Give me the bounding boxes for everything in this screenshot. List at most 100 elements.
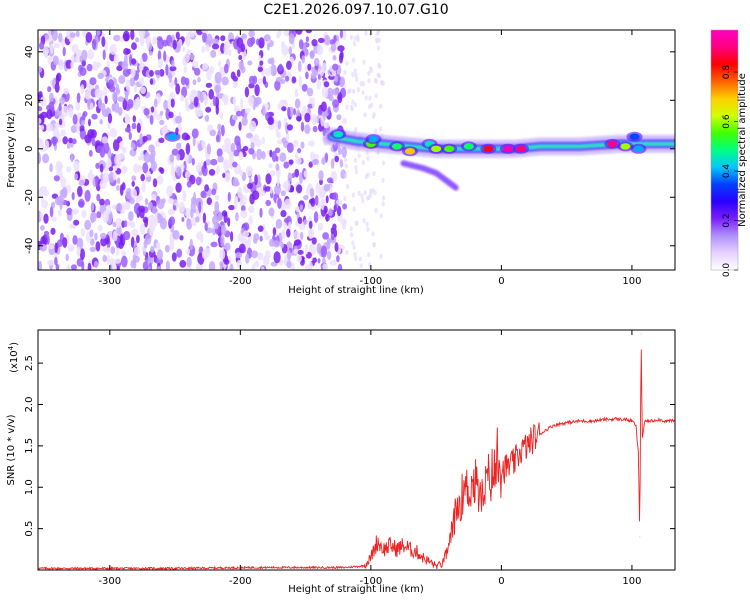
noise-point (163, 99, 169, 111)
noise-point (357, 190, 361, 196)
noise-point (287, 249, 292, 261)
noise-point (150, 150, 156, 158)
noise-point (286, 260, 292, 269)
noise-point (268, 124, 276, 130)
noise-point (57, 195, 65, 205)
noise-point (137, 155, 143, 161)
noise-point (254, 174, 258, 186)
noise-point (78, 198, 85, 208)
noise-point (49, 206, 54, 218)
signal-blobs (164, 129, 647, 157)
noise-point (307, 63, 312, 71)
noise-point (285, 132, 290, 142)
noise-point (379, 213, 383, 219)
noise-point (159, 167, 165, 174)
noise-point (275, 218, 283, 229)
noise-point (343, 195, 347, 202)
snr-point (641, 437, 644, 439)
snr-point (500, 470, 502, 472)
signal-blob (516, 145, 526, 152)
noise-point (116, 185, 120, 191)
noise-point (367, 70, 371, 76)
noise-point (332, 99, 340, 108)
noise-point (140, 86, 146, 95)
noise-point (150, 245, 155, 253)
noise-point (301, 83, 308, 92)
noise-point (195, 176, 202, 186)
noise-point (104, 95, 108, 105)
noise-point (163, 50, 167, 62)
noise-point (351, 99, 355, 105)
noise-point (58, 58, 64, 71)
noise-point (71, 264, 77, 270)
noise-point (102, 246, 109, 253)
noise-point (215, 194, 220, 201)
noise-point (38, 139, 44, 150)
noise-point (148, 50, 153, 56)
noise-point (240, 43, 246, 53)
noise-point (210, 49, 217, 58)
noise-point (325, 213, 329, 222)
noise-point (291, 172, 296, 179)
noise-point (142, 135, 148, 143)
noise-point (256, 252, 264, 261)
noise-point (57, 209, 62, 217)
noise-point (236, 259, 243, 268)
noise-point (167, 198, 175, 204)
noise-point (69, 223, 75, 229)
noise-point (234, 197, 238, 210)
noise-point (204, 184, 210, 192)
noise-point (228, 49, 232, 57)
noise-point (257, 66, 264, 72)
signal-blob (620, 143, 631, 150)
noise-point (276, 177, 280, 187)
noise-point (229, 263, 234, 270)
noise-point (46, 123, 54, 132)
signal-blob (607, 140, 618, 148)
noise-point (240, 205, 246, 212)
noise-point (70, 61, 74, 70)
snr-point (637, 453, 640, 455)
noise-point (330, 158, 335, 169)
noise-point (220, 35, 226, 42)
noise-point (180, 95, 185, 102)
noise-point (102, 171, 110, 184)
noise-point (300, 121, 305, 132)
noise-point (257, 78, 265, 85)
noise-point (131, 58, 137, 65)
noise-point (260, 190, 266, 197)
noise-point (233, 115, 238, 121)
noise-point (295, 30, 303, 35)
noise-point (371, 231, 375, 237)
noise-point (66, 166, 72, 173)
noise-point (354, 126, 358, 133)
noise-point (320, 68, 324, 77)
noise-point (175, 182, 182, 193)
noise-point (171, 148, 179, 156)
noise-point (135, 196, 140, 204)
noise-point (264, 230, 269, 240)
noise-point (280, 242, 284, 249)
noise-point (223, 259, 230, 265)
noise-point (87, 82, 92, 91)
noise-point (200, 140, 207, 149)
noise-point (186, 248, 191, 255)
x-tick-label: -300 (98, 576, 121, 587)
noise-point (186, 181, 192, 188)
noise-point (114, 154, 121, 166)
noise-point (259, 60, 264, 66)
noise-point (202, 62, 209, 70)
noise-point (133, 84, 138, 93)
noise-point (155, 241, 161, 251)
noise-point (232, 161, 238, 168)
noise-point (320, 245, 328, 258)
noise-point (242, 145, 249, 152)
noise-point (175, 31, 180, 40)
noise-point (277, 120, 282, 130)
noise-point (95, 175, 99, 188)
noise-point (262, 76, 266, 85)
noise-point (192, 90, 199, 97)
noise-point (295, 98, 301, 109)
noise-point (81, 209, 87, 219)
noise-point (159, 110, 164, 116)
